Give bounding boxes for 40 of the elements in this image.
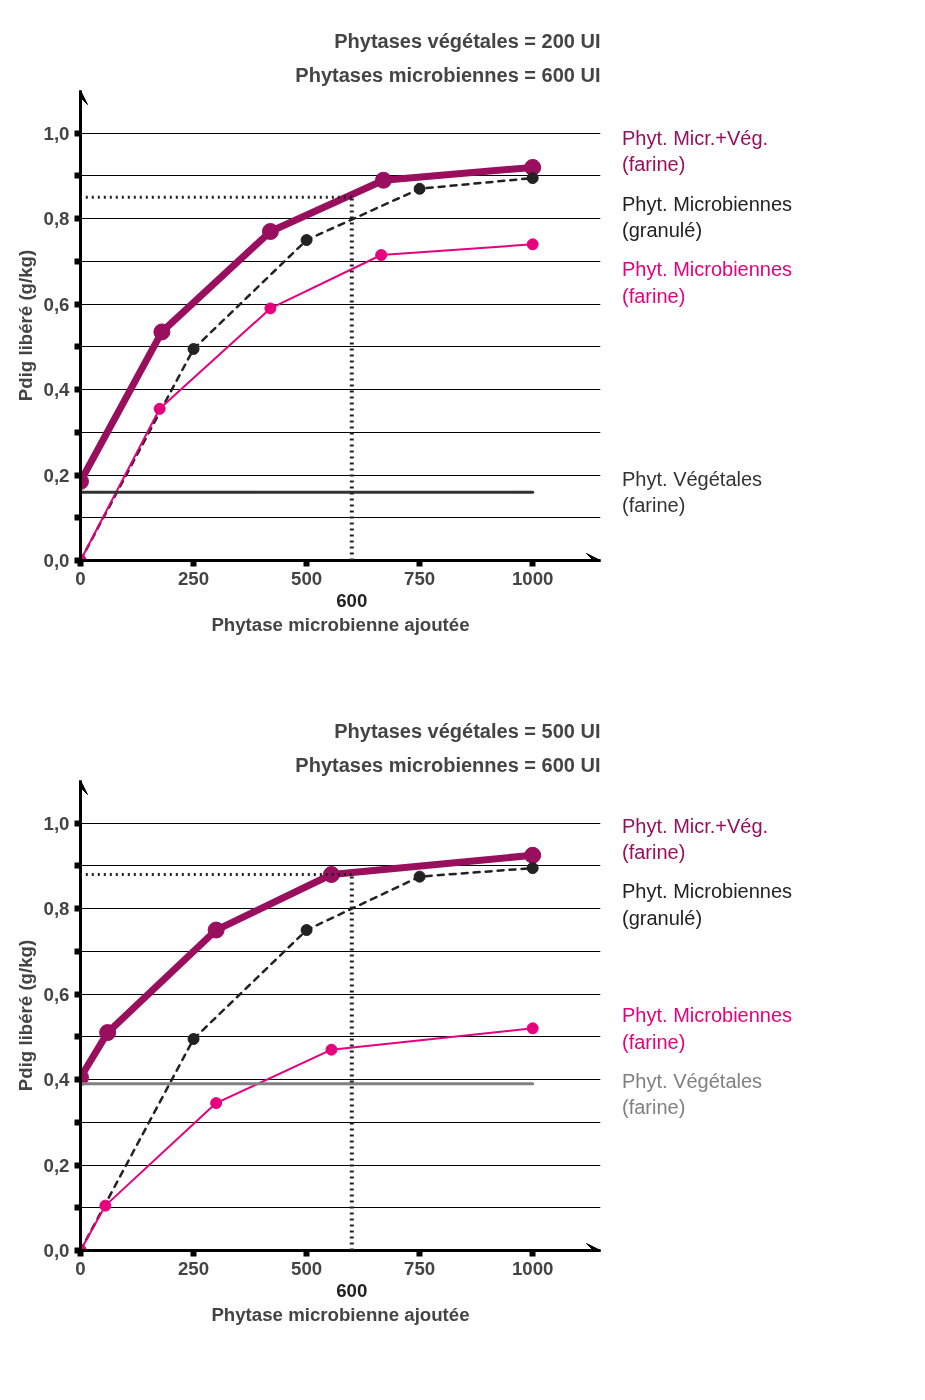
y-axis-title: Pdig libéré (g/kg)	[14, 939, 36, 1092]
text: Phyt. Microbiennes (granulé)	[622, 880, 793, 929]
text: Phyt. Microbiennes (granulé)	[622, 192, 793, 241]
y-tick-label: 0,6	[43, 293, 70, 315]
x-tick-label: 1000	[511, 1257, 554, 1279]
y-tick-label: 0,0	[43, 1240, 70, 1261]
y-tick-label: 1,0	[43, 812, 70, 834]
chart-subtitle: Phytases microbiennes = 600 UI	[295, 753, 601, 776]
text: Phyt. Micr.+Vég. (farine)	[622, 126, 769, 176]
y-axis-title: Pdig libéré (g/kg)	[14, 249, 36, 402]
y-tick-label: 0,6	[43, 983, 70, 1005]
x-tick-label: 1000	[511, 567, 554, 589]
chart-title: Phytases végétales = 500 UI	[334, 719, 601, 742]
x-tick-label: 0	[75, 1257, 86, 1279]
x-tick-label: 500	[291, 567, 323, 589]
chart-title: Phytases végétales = 200 UI	[334, 29, 601, 52]
ref-line-label: 600	[336, 1279, 368, 1301]
x-axis-title: Phytase microbienne ajoutée	[211, 613, 470, 635]
x-tick-label: 250	[177, 1257, 210, 1279]
x-tick-label: 750	[404, 1257, 436, 1279]
x-tick-label: 0	[75, 567, 86, 589]
x-tick-label: 750	[404, 567, 436, 589]
y-tick-label: 0,8	[43, 898, 70, 920]
ref-line-label: 600	[336, 589, 368, 611]
x-tick-label: 500	[291, 1257, 323, 1279]
x-tick-label: 250	[177, 567, 210, 589]
y-tick-label: 0,2	[43, 464, 70, 486]
text: Phyt. Végétales (farine)	[622, 1069, 763, 1119]
chart-subtitle: Phytases microbiennes = 600 UI	[295, 63, 601, 86]
text: Phyt. Microbiennes (farine)	[622, 1004, 793, 1053]
y-tick-label: 0,4	[43, 379, 71, 401]
y-tick-label: 0,0	[43, 550, 70, 571]
y-tick-label: 0,8	[43, 208, 70, 230]
y-tick-label: 0,4	[43, 1069, 71, 1091]
y-tick-label: 0,2	[43, 1154, 70, 1176]
text: Phyt. Microbiennes (farine)	[622, 258, 793, 307]
text: Phyt. Végétales (farine)	[622, 467, 763, 517]
y-tick-label: 1,0	[43, 122, 70, 144]
x-axis-title: Phytase microbienne ajoutée	[211, 1303, 470, 1325]
text: Phyt. Micr.+Vég. (farine)	[622, 814, 769, 864]
